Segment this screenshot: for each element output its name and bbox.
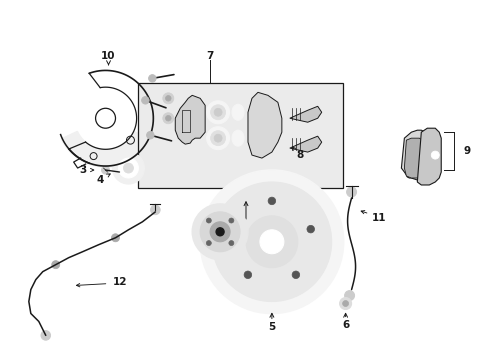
Text: 10: 10 <box>101 51 116 62</box>
Circle shape <box>192 204 247 260</box>
Circle shape <box>118 158 138 178</box>
Circle shape <box>163 113 173 124</box>
Polygon shape <box>247 92 281 158</box>
Circle shape <box>267 197 275 205</box>
Circle shape <box>146 131 154 139</box>
Circle shape <box>291 271 299 279</box>
Ellipse shape <box>232 130 244 146</box>
Circle shape <box>165 116 171 121</box>
Polygon shape <box>404 138 425 178</box>
Circle shape <box>41 330 50 340</box>
Text: 11: 11 <box>371 213 386 223</box>
Text: 5: 5 <box>268 323 275 332</box>
Circle shape <box>228 240 233 246</box>
Circle shape <box>214 134 222 142</box>
Bar <box>138 84 342 188</box>
Circle shape <box>165 95 171 101</box>
Circle shape <box>206 101 229 124</box>
Circle shape <box>346 187 356 197</box>
Circle shape <box>214 108 222 116</box>
Circle shape <box>102 166 109 174</box>
Text: 4: 4 <box>97 175 104 185</box>
Text: 3: 3 <box>79 165 86 175</box>
Circle shape <box>228 218 233 223</box>
Circle shape <box>123 163 133 173</box>
Circle shape <box>142 96 149 104</box>
Circle shape <box>163 93 173 104</box>
Circle shape <box>206 240 211 246</box>
Text: 12: 12 <box>113 276 127 287</box>
Circle shape <box>111 234 119 242</box>
Circle shape <box>206 218 211 223</box>
Polygon shape <box>289 136 321 152</box>
Circle shape <box>216 228 224 236</box>
Circle shape <box>212 182 331 302</box>
Circle shape <box>210 131 225 146</box>
Polygon shape <box>289 106 321 122</box>
Circle shape <box>210 105 225 120</box>
Text: 8: 8 <box>296 150 303 160</box>
Text: 7: 7 <box>206 51 213 62</box>
Circle shape <box>306 225 314 233</box>
Circle shape <box>344 291 354 301</box>
Circle shape <box>244 271 251 279</box>
Polygon shape <box>175 95 205 144</box>
Circle shape <box>148 75 156 82</box>
Circle shape <box>339 298 351 310</box>
Text: 6: 6 <box>341 320 348 330</box>
Circle shape <box>150 205 160 215</box>
Circle shape <box>200 170 343 314</box>
Text: 2: 2 <box>214 233 221 243</box>
Ellipse shape <box>232 104 244 120</box>
Polygon shape <box>401 130 427 180</box>
Circle shape <box>206 127 229 150</box>
Circle shape <box>229 225 236 233</box>
Circle shape <box>260 230 283 254</box>
Text: 9: 9 <box>463 146 470 156</box>
Circle shape <box>245 216 297 268</box>
Text: 1: 1 <box>214 241 221 251</box>
Circle shape <box>112 152 144 184</box>
Circle shape <box>52 261 60 269</box>
Polygon shape <box>61 131 149 167</box>
Circle shape <box>430 151 438 159</box>
Polygon shape <box>416 128 440 185</box>
Circle shape <box>200 212 240 252</box>
Circle shape <box>342 301 348 306</box>
Circle shape <box>210 222 229 242</box>
